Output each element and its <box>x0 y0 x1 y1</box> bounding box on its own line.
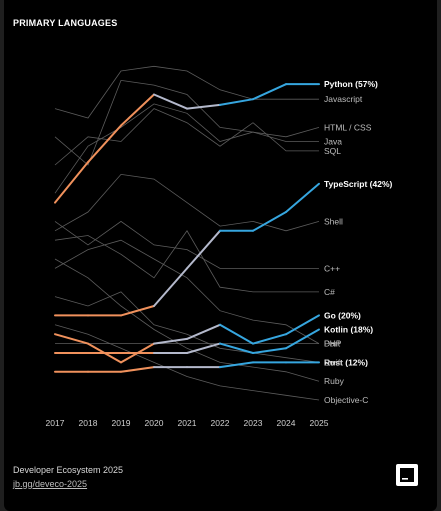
series-line-typescript <box>54 182 320 317</box>
series-label-c: C# <box>324 287 335 297</box>
series-line-shell <box>54 173 320 232</box>
x-tick-label: 2025 <box>310 418 329 428</box>
chart-card: PRIMARY LANGUAGES Javascript Python (57%)… <box>4 0 437 511</box>
series-label-ruby: Ruby <box>324 376 345 386</box>
series-line-objective-c <box>54 324 320 401</box>
series-label-python: Python (57%) <box>324 79 378 89</box>
series-label-dart: Dart <box>324 339 341 349</box>
footer-title: Developer Ecosystem 2025 <box>13 465 124 475</box>
series-line-rust <box>54 361 320 373</box>
series-line-php <box>54 239 320 344</box>
x-tick-label: 2021 <box>178 418 197 428</box>
series-line-c <box>54 230 319 293</box>
series-line-kotlin <box>54 328 320 354</box>
series-label-typescript: TypeScript (42%) <box>324 179 393 189</box>
footer-link[interactable]: jb.gg/deveco-2025 <box>13 479 88 489</box>
series-line-java <box>54 103 319 194</box>
chart-title: PRIMARY LANGUAGES <box>13 18 118 28</box>
series-line-c <box>54 220 319 269</box>
series-label-go: Go (20%) <box>324 310 361 320</box>
series-label-c: C++ <box>324 263 340 273</box>
series-label-sql: SQL <box>324 146 341 156</box>
series-label-rust: Rust (12%) <box>324 357 368 367</box>
series-line-javascript <box>54 65 319 119</box>
series-label-shell: Shell <box>324 216 343 226</box>
series-line-ruby <box>54 258 320 382</box>
series-line-sql <box>54 108 319 166</box>
series-label-kotlin: Kotlin (18%) <box>324 325 373 335</box>
series-label-java: Java <box>324 137 342 147</box>
x-tick-label: 2019 <box>112 418 131 428</box>
x-tick-label: 2018 <box>79 418 98 428</box>
x-tick-label: 2024 <box>277 418 296 428</box>
series-line-go <box>54 314 320 364</box>
series-label-html-css: HTML / CSS <box>324 122 372 132</box>
x-tick-label: 2022 <box>211 418 230 428</box>
series-label-javascript: Javascript <box>324 94 363 104</box>
jetbrains-logo-icon <box>396 464 418 486</box>
series-label-objective-c: Objective-C <box>324 395 368 405</box>
series-line-html-css <box>54 79 320 166</box>
x-tick-label: 2023 <box>244 418 263 428</box>
series-label-php: PHP <box>324 339 342 349</box>
x-tick-label: 2020 <box>145 418 164 428</box>
series-label-swift: Swift <box>324 357 343 367</box>
series-line-python <box>54 83 320 204</box>
x-tick-label: 2017 <box>46 418 65 428</box>
series-line-swift <box>54 291 320 363</box>
